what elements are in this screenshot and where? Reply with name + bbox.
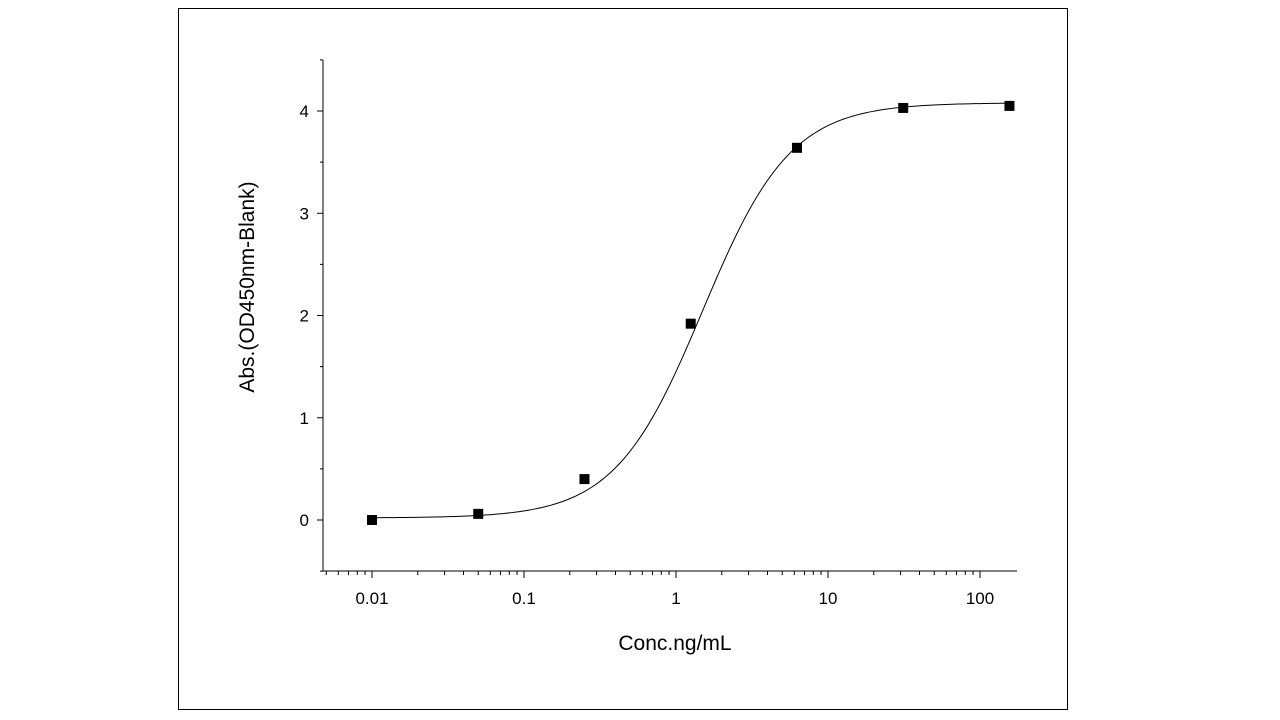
axes bbox=[322, 60, 1017, 572]
y-tick-label: 4 bbox=[300, 102, 309, 121]
data-point bbox=[791, 142, 802, 153]
data-point bbox=[1004, 100, 1015, 111]
y-ticks: 0 1 2 3 4 bbox=[300, 59, 323, 572]
x-tick-label: 10 bbox=[819, 589, 838, 608]
y-tick-label: 2 bbox=[300, 307, 309, 326]
x-axis-title: Conc.ng/mL bbox=[618, 632, 731, 655]
chart-frame bbox=[178, 8, 1068, 710]
data-point bbox=[685, 318, 696, 329]
x-tick-label: 0.01 bbox=[355, 589, 388, 608]
x-tick-label: 100 bbox=[966, 589, 994, 608]
y-tick-label: 3 bbox=[300, 204, 309, 223]
data-point bbox=[367, 515, 377, 525]
y-tick-label: 0 bbox=[300, 511, 309, 530]
y-axis-title: Abs.(OD450nm-Blank) bbox=[236, 181, 259, 392]
y-tick-label: 1 bbox=[300, 409, 309, 428]
data-point bbox=[898, 102, 909, 113]
x-tick-label: 0.1 bbox=[512, 589, 536, 608]
data-point bbox=[473, 508, 484, 519]
x-ticks: 0.01 0.1 1 10 100 bbox=[325, 571, 994, 608]
x-tick-label: 1 bbox=[671, 589, 680, 608]
data-points bbox=[367, 100, 1015, 525]
fit-curve bbox=[371, 102, 1010, 519]
data-point bbox=[579, 474, 590, 485]
